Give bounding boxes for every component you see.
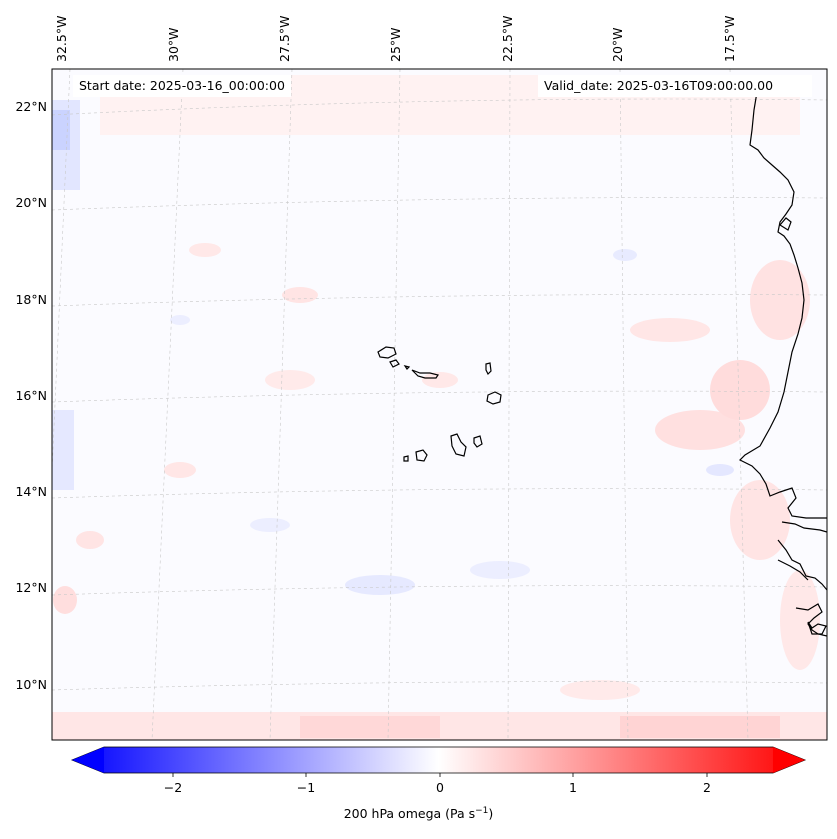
colorbar-label: 200 hPa omega (Pa s−1) xyxy=(0,806,837,821)
colorbar-label-exponent: −1 xyxy=(475,806,489,816)
island-santiago xyxy=(450,433,467,457)
island-santa-luzia xyxy=(403,365,411,370)
longitude-label: 30°W xyxy=(166,27,181,62)
colorbar-gradient xyxy=(70,746,807,774)
latitude-label: 18°N xyxy=(15,292,47,307)
colorbar-tick-label: 1 xyxy=(569,780,577,795)
latitude-label: 12°N xyxy=(15,580,47,595)
latitude-label: 10°N xyxy=(15,677,47,692)
latitude-labels: 22°N 20°N 18°N 16°N 14°N 12°N 10°N xyxy=(15,99,47,692)
map-frame xyxy=(51,68,828,741)
longitude-label: 32.5°W xyxy=(54,16,69,62)
colorbar-extend-min xyxy=(72,747,104,773)
colorbar-label-text: 200 hPa omega (Pa s xyxy=(343,806,476,822)
valid-date-label: Valid_date: 2025-03-16T09:00:00.00 xyxy=(538,75,812,97)
longitude-label: 20°W xyxy=(610,27,625,62)
colorbar-extend-max xyxy=(773,747,805,773)
latitude-label: 16°N xyxy=(15,388,47,403)
longitude-label: 27.5°W xyxy=(277,16,292,62)
start-date-label: Start date: 2025-03-16_00:00:00 xyxy=(73,75,291,97)
colorbar-ticks xyxy=(172,773,708,777)
island-sao-vicente xyxy=(389,359,400,368)
longitude-label: 22.5°W xyxy=(500,16,515,62)
colorbar-label-close: ) xyxy=(488,806,494,822)
longitude-labels: 32.5°W 30°W 27.5°W 25°W 22.5°W 20°W 17.5… xyxy=(54,16,737,62)
colorbar-tick-label: −2 xyxy=(164,780,182,795)
latitude-label: 22°N xyxy=(15,99,47,114)
map-gridlines xyxy=(52,69,827,740)
island-brava xyxy=(403,455,409,462)
latitude-label: 14°N xyxy=(15,484,47,499)
latitude-label: 20°N xyxy=(15,195,47,210)
colorbar-tick-label: 2 xyxy=(703,780,711,795)
map-panel xyxy=(52,69,827,740)
island-sal xyxy=(485,362,492,376)
african-coastline xyxy=(738,91,827,637)
colorbar-tick-label: 0 xyxy=(436,780,444,795)
island-boa-vista xyxy=(486,391,502,405)
cape-verde-islands xyxy=(377,346,502,462)
omega-field-background xyxy=(52,69,827,740)
island-maio xyxy=(473,435,483,448)
longitude-label: 25°W xyxy=(388,27,403,62)
longitude-label: 17.5°W xyxy=(722,16,737,62)
island-sao-nicolau xyxy=(411,369,439,379)
colorbar-tick-label: −1 xyxy=(297,780,315,795)
island-fogo xyxy=(415,449,428,462)
colorbar: −2 −1 0 1 2 xyxy=(70,746,807,795)
island-santo-antao xyxy=(377,346,397,359)
